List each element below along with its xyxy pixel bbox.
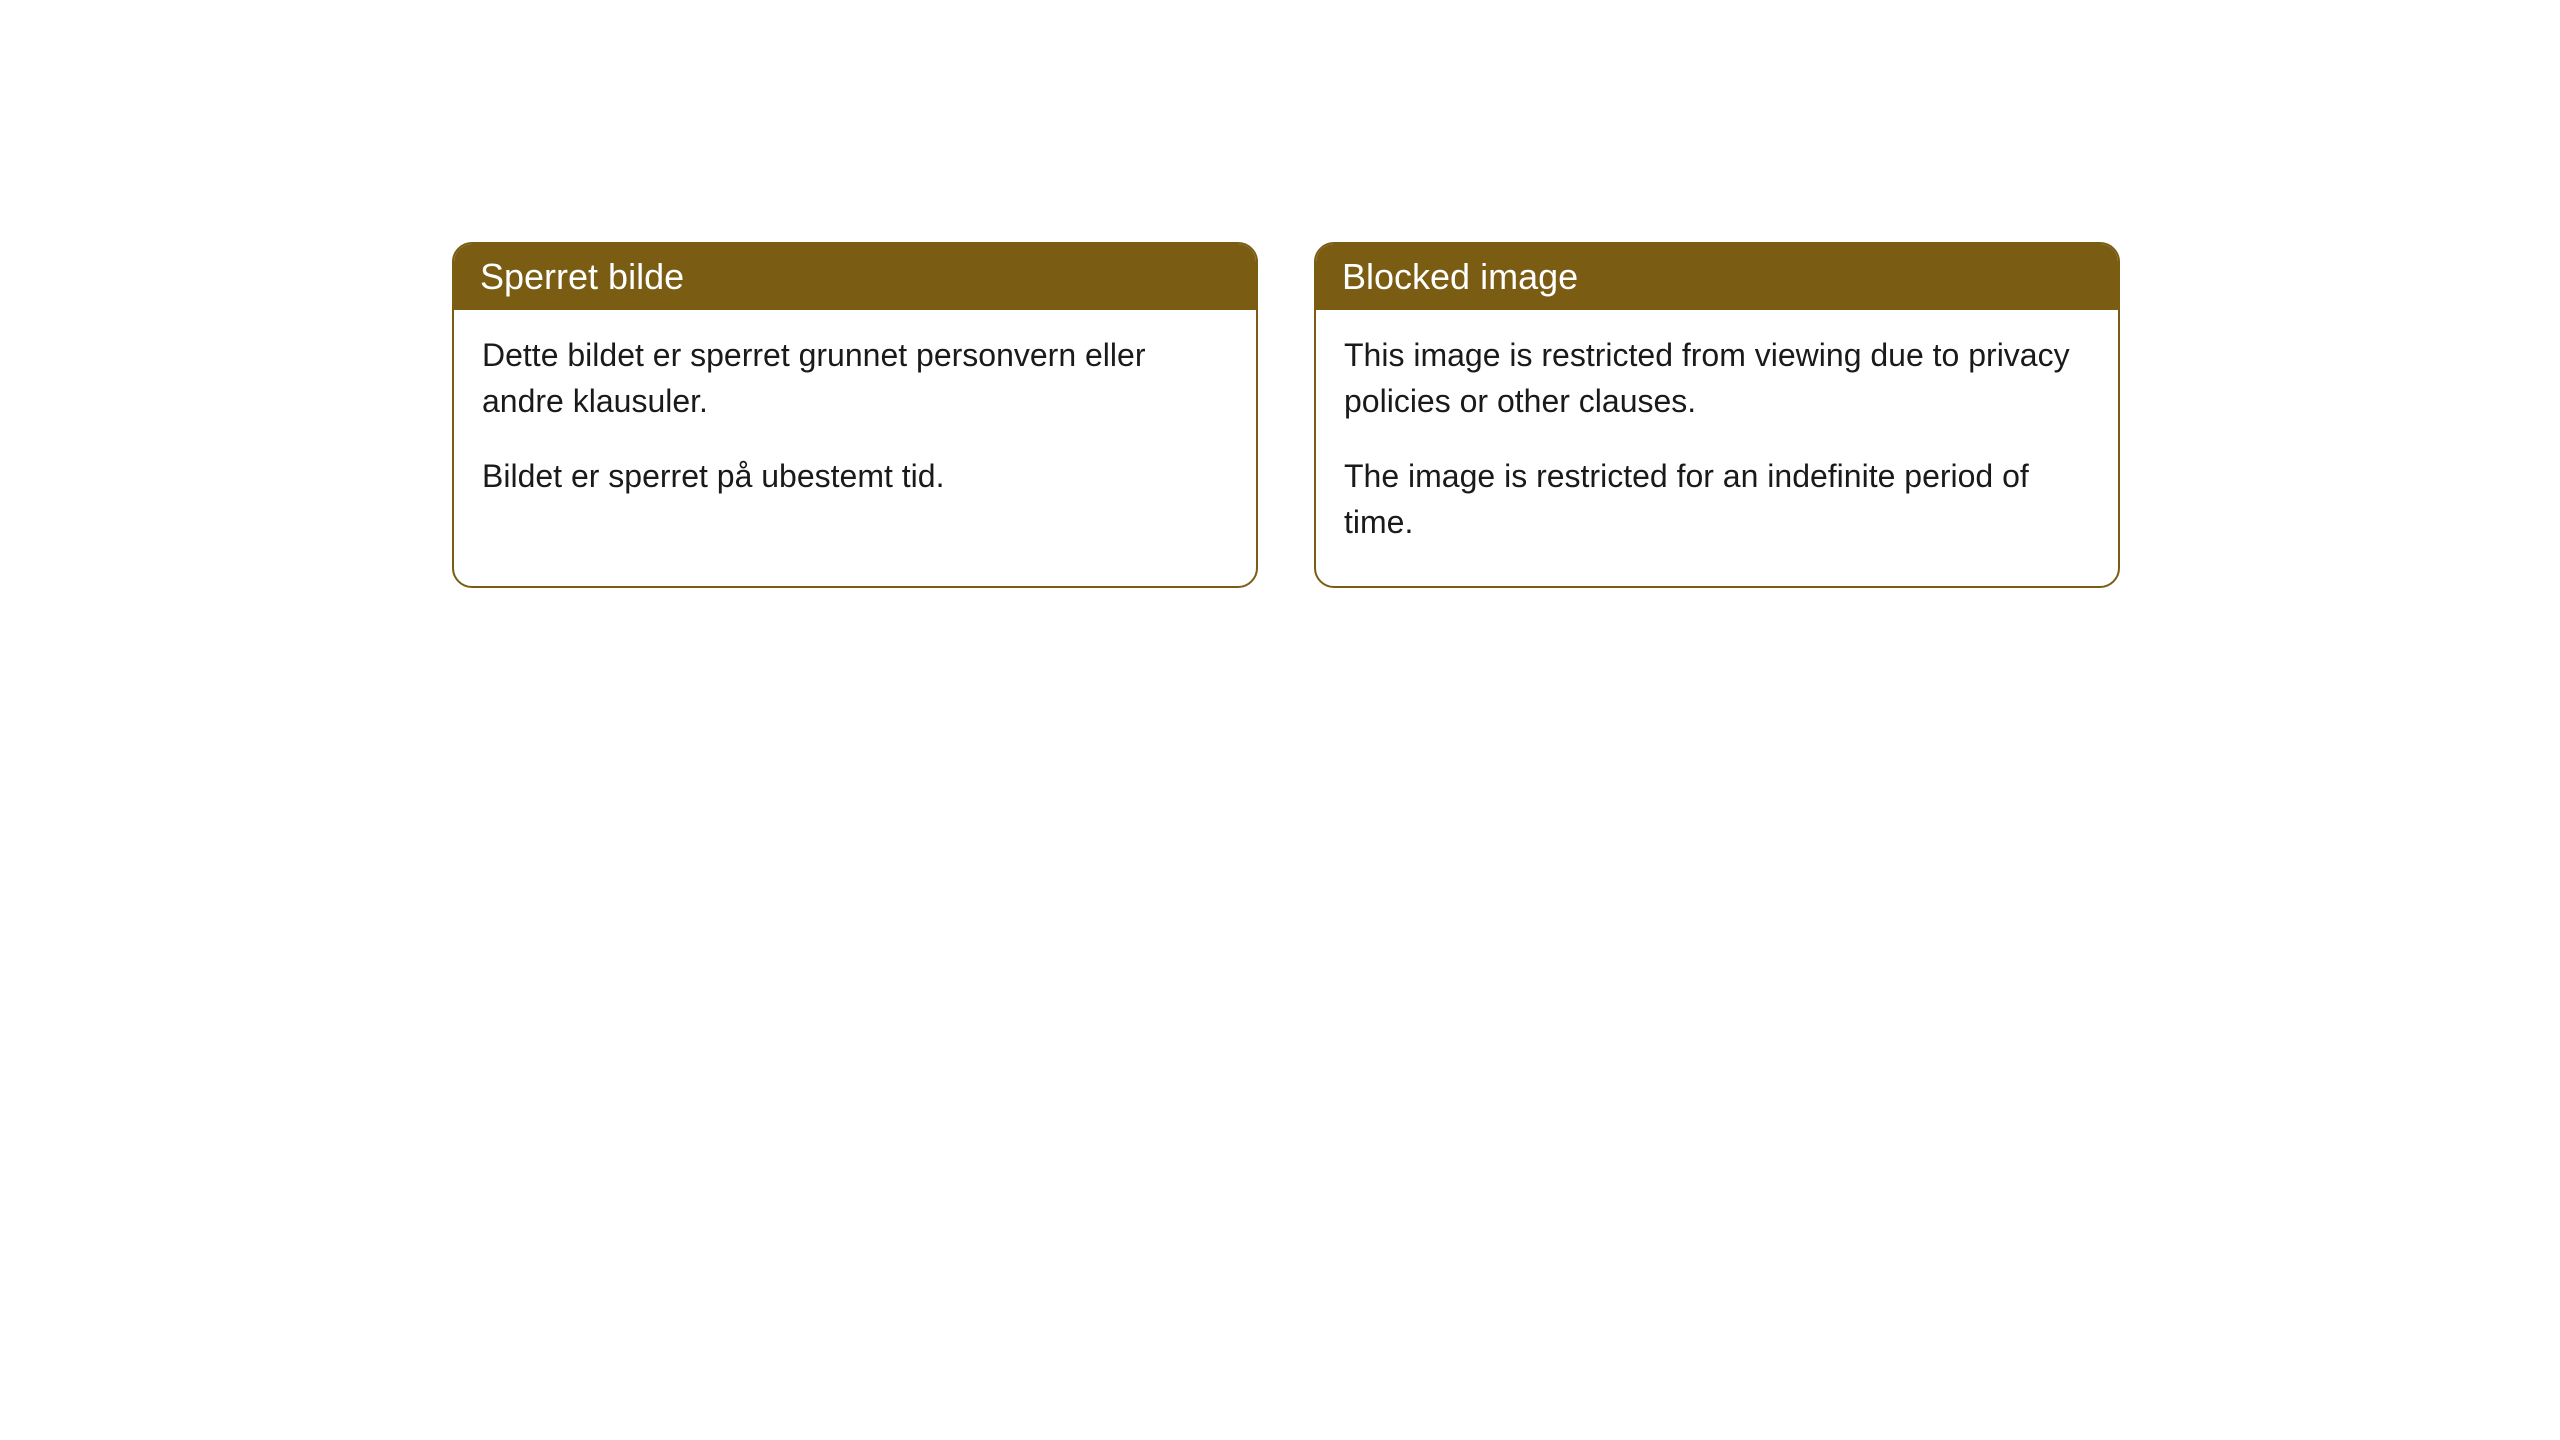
card-title-norwegian: Sperret bilde <box>454 244 1256 310</box>
blocked-image-card-english: Blocked image This image is restricted f… <box>1314 242 2120 588</box>
card-body-norwegian: Dette bildet er sperret grunnet personve… <box>454 310 1256 539</box>
notice-container: Sperret bilde Dette bildet er sperret gr… <box>0 0 2560 588</box>
card-paragraph-2-english: The image is restricted for an indefinit… <box>1344 453 2090 546</box>
card-title-english: Blocked image <box>1316 244 2118 310</box>
card-body-english: This image is restricted from viewing du… <box>1316 310 2118 586</box>
card-paragraph-1-english: This image is restricted from viewing du… <box>1344 332 2090 425</box>
blocked-image-card-norwegian: Sperret bilde Dette bildet er sperret gr… <box>452 242 1258 588</box>
card-paragraph-1-norwegian: Dette bildet er sperret grunnet personve… <box>482 332 1228 425</box>
card-paragraph-2-norwegian: Bildet er sperret på ubestemt tid. <box>482 453 1228 499</box>
